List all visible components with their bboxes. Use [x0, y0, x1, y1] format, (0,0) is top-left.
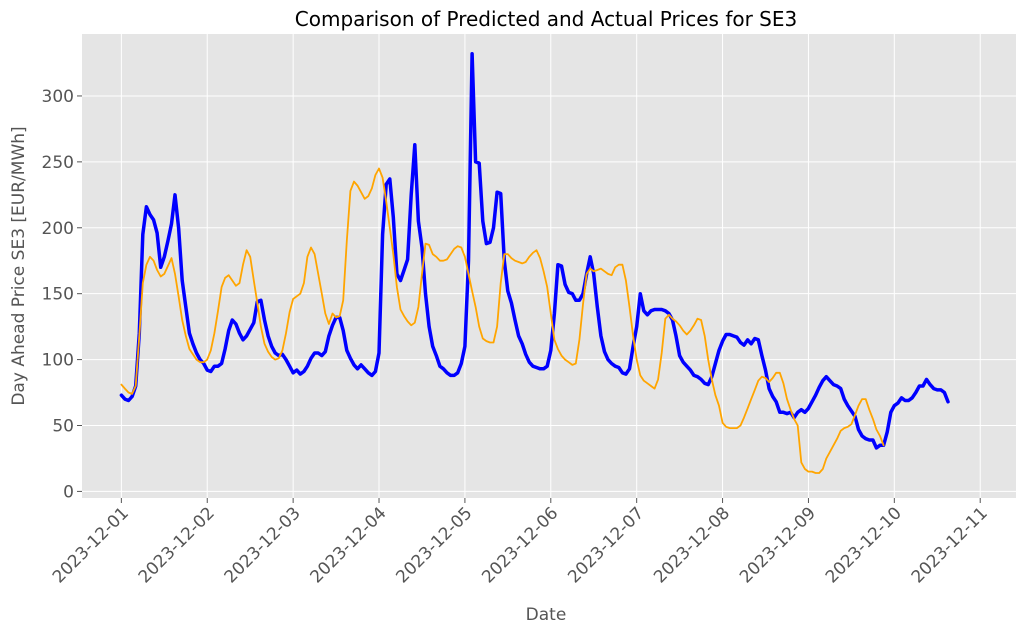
y-tick-label: 250 — [42, 153, 74, 173]
y-tick-label: 0 — [63, 482, 74, 502]
y-tick-label: 100 — [42, 351, 74, 371]
y-tick-label: 150 — [42, 285, 74, 305]
series-line-0 — [119, 52, 950, 450]
y-tick-label: 50 — [52, 417, 74, 437]
y-tick-label: 200 — [42, 219, 74, 239]
x-tick-label: 2023-12-05 — [392, 503, 476, 587]
x-tick-label: 2023-12-09 — [736, 503, 820, 587]
y-axis-label: Day Ahead Price SE3 [EUR/MWh] — [9, 126, 29, 405]
series-line-1 — [120, 167, 885, 474]
y-axis-ticks: 0 50 100 150 200 250 300 — [42, 87, 82, 502]
y-tick-label: 300 — [42, 87, 74, 107]
x-tick-label: 2023-12-11 — [908, 503, 992, 587]
x-tick-label: 2023-12-10 — [822, 503, 906, 587]
x-tick-label: 2023-12-03 — [221, 503, 305, 587]
x-axis-ticks: 2023-12-01 2023-12-02 2023-12-03 2023-12-04… — [49, 498, 992, 587]
x-tick-label: 2023-12-01 — [49, 503, 133, 587]
chart-title: Comparison of Predicted and Actual Price… — [295, 7, 797, 31]
x-tick-label: 2023-12-02 — [135, 503, 219, 587]
plot-area — [82, 34, 1016, 498]
x-tick-label: 2023-12-07 — [564, 503, 648, 587]
series-group — [119, 52, 950, 474]
x-tick-label: 2023-12-06 — [478, 503, 562, 587]
x-tick-label: 2023-12-04 — [307, 503, 391, 587]
x-axis-label: Date — [526, 605, 567, 625]
x-tick-label: 2023-12-08 — [650, 503, 734, 587]
